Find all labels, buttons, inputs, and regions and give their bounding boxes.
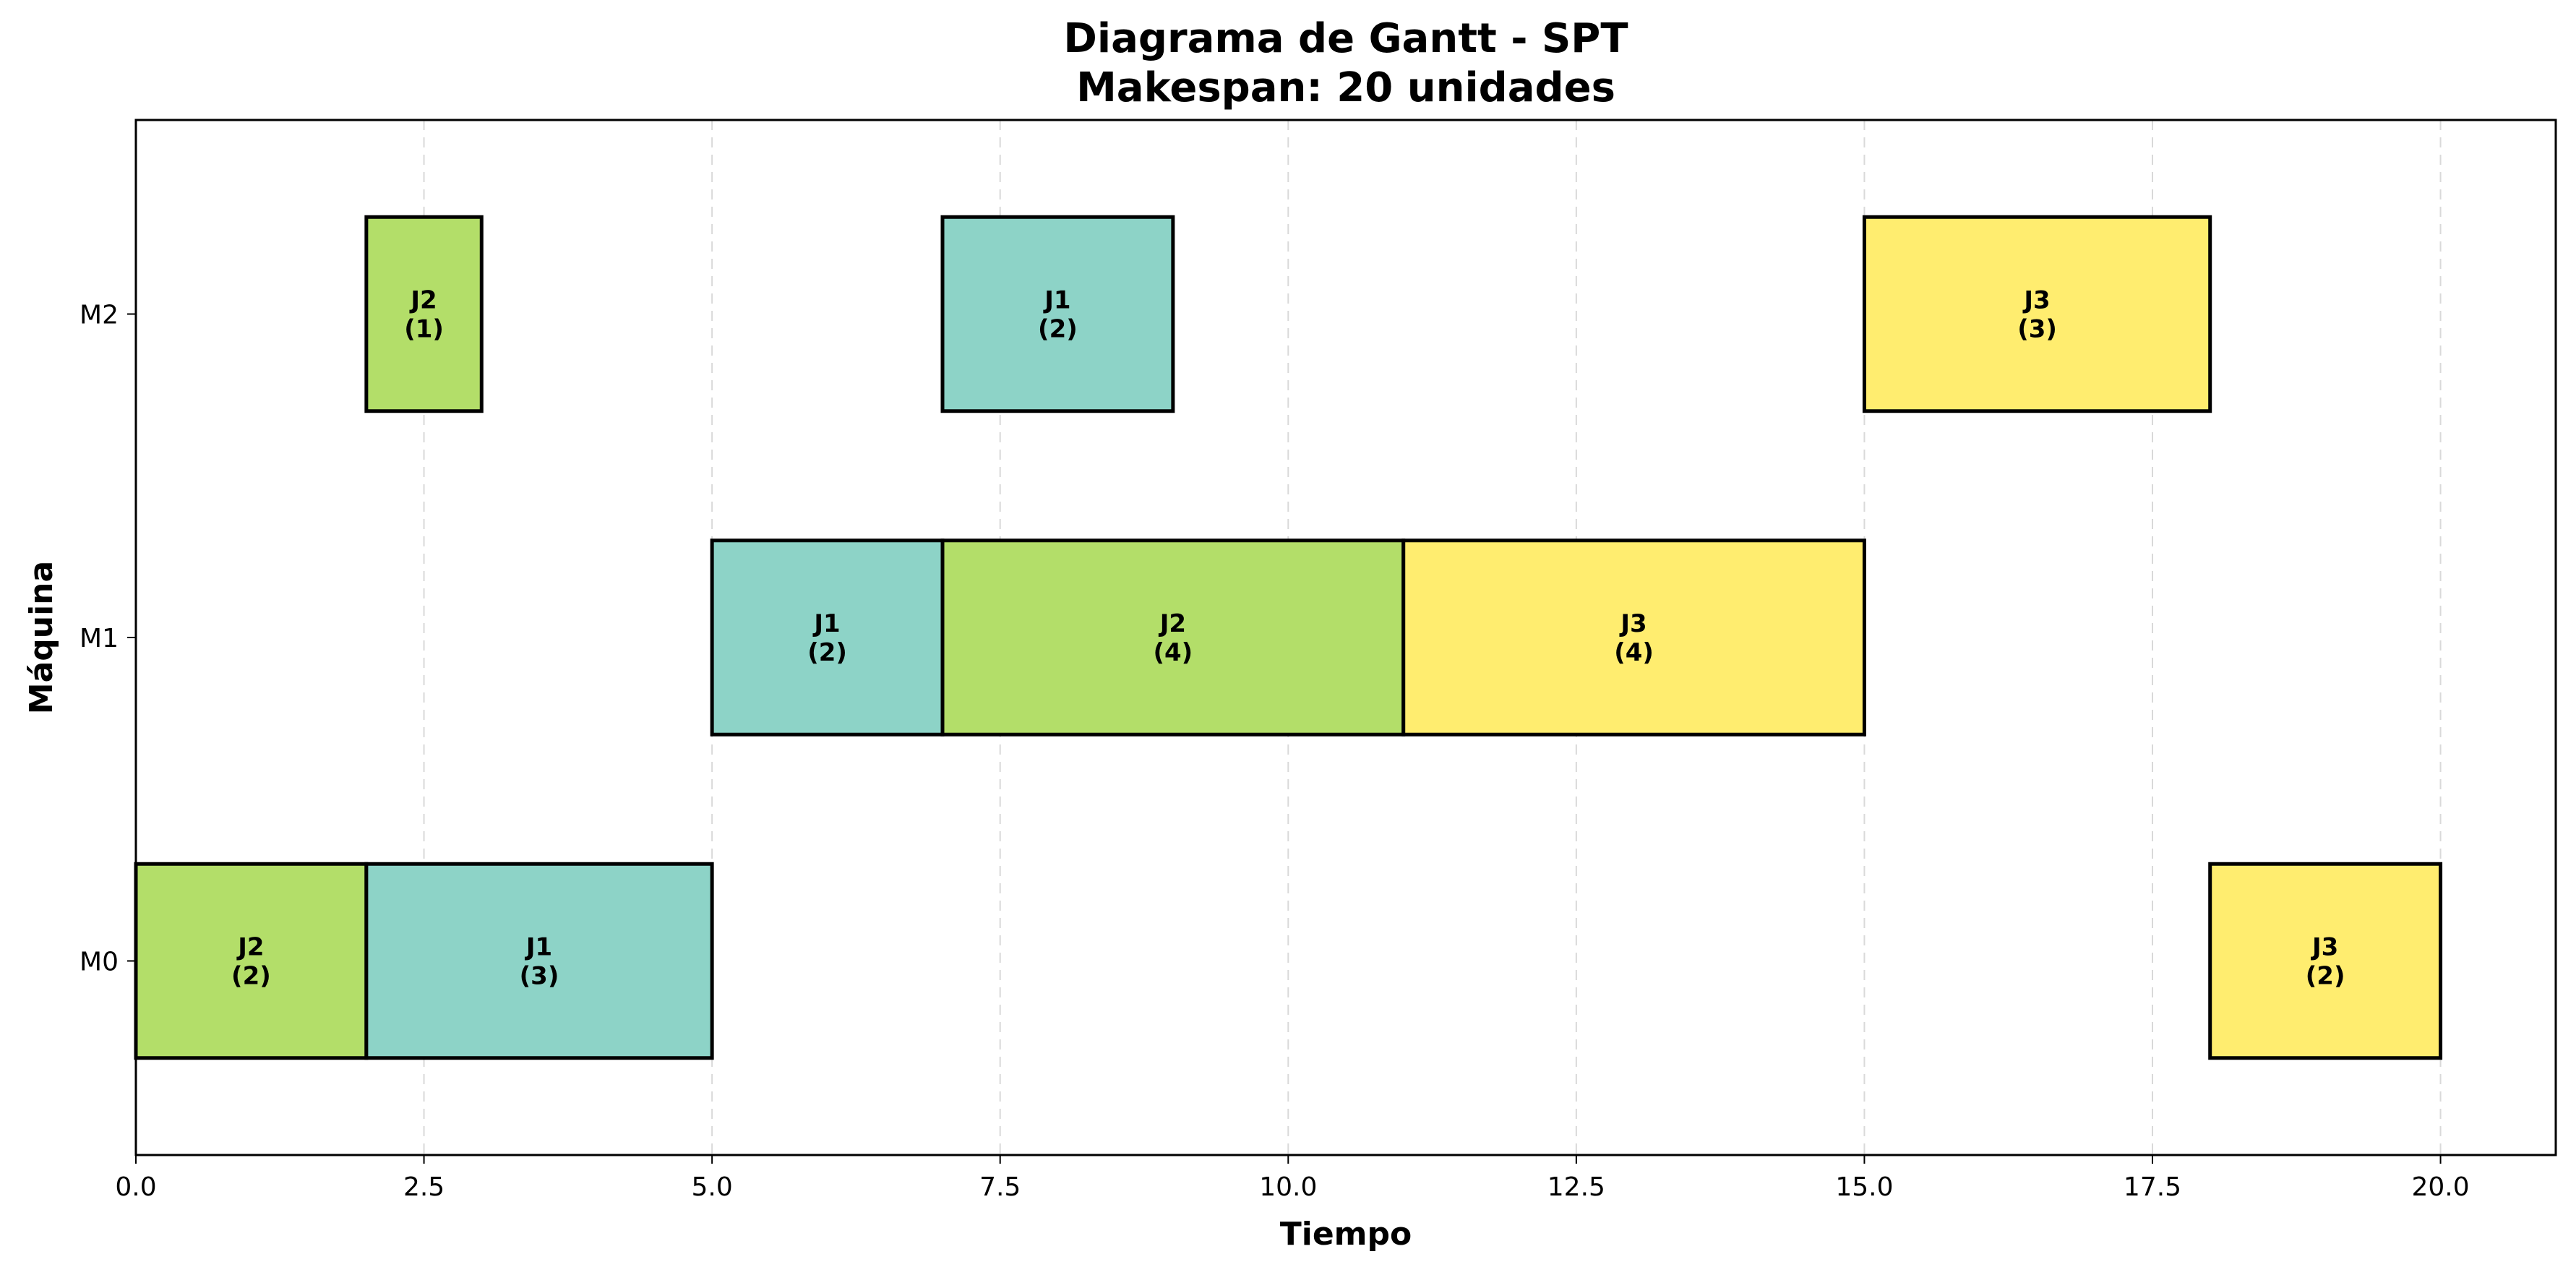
task-bar-group: J3(2)	[2208, 862, 2443, 1060]
task-bar-group: J2(4)	[940, 538, 1406, 737]
task-duration-label: (2)	[231, 962, 271, 991]
x-tick-label: 5.0	[692, 1172, 733, 1202]
task-duration-label: (2)	[2306, 962, 2345, 991]
x-axis-ticks: 0.0 2.5 5.0 7.5 10.0 12.5 15.0 17.5 20.0	[115, 1155, 2470, 1202]
task-bar-group: J2(1)	[364, 215, 484, 413]
task-bar-group: J1(2)	[710, 538, 945, 737]
y-axis-label: Máquina	[23, 561, 60, 714]
task-bar-group: J1(2)	[940, 215, 1175, 413]
task-duration-label: (2)	[807, 638, 847, 667]
task-bar	[134, 862, 369, 1060]
task-bar	[940, 215, 1175, 413]
task-bar	[364, 215, 484, 413]
x-tick-label: 2.5	[403, 1172, 445, 1202]
x-tick-label: 0.0	[115, 1172, 156, 1202]
x-tick-label: 10.0	[1259, 1172, 1317, 1202]
task-duration-label: (3)	[2017, 315, 2057, 344]
y-tick-label: M0	[80, 948, 119, 977]
task-job-label: J2	[1159, 609, 1186, 638]
x-tick-label: 20.0	[2411, 1172, 2469, 1202]
task-job-label: J1	[1043, 286, 1070, 315]
task-bar-group: J3(4)	[1401, 538, 1866, 737]
task-job-label: J2	[236, 933, 264, 962]
task-job-label: J2	[409, 286, 437, 315]
task-bar	[1862, 215, 2212, 413]
task-bar	[364, 862, 714, 1060]
x-tick-label: 12.5	[1547, 1172, 1605, 1202]
x-tick-label: 17.5	[2124, 1172, 2181, 1202]
task-bar	[1401, 538, 1866, 737]
task-job-label: J1	[812, 609, 840, 638]
task-job-label: J3	[1619, 609, 1647, 638]
chart-title-line1: Diagrama de Gantt - SPT	[1063, 15, 1628, 62]
task-duration-label: (4)	[1614, 638, 1654, 667]
task-bar-group: J2(2)	[134, 862, 369, 1060]
task-duration-label: (4)	[1153, 638, 1193, 667]
x-tick-label: 15.0	[1835, 1172, 1893, 1202]
task-bar-group: J1(3)	[364, 862, 714, 1060]
y-tick-label: M1	[80, 624, 119, 653]
chart-title-line2: Makespan: 20 unidades	[1076, 64, 1615, 111]
task-bar	[940, 538, 1406, 737]
x-axis-label: Tiempo	[1280, 1216, 1412, 1253]
task-bar	[2208, 862, 2443, 1060]
task-duration-label: (3)	[520, 962, 559, 991]
y-tick-label: M2	[80, 301, 119, 330]
task-bar-group: J3(3)	[1862, 215, 2212, 413]
task-job-label: J1	[525, 933, 552, 962]
task-bars: J2(2)J1(3)J3(2)J1(2)J2(4)J3(4)J2(1)J1(2)…	[134, 215, 2443, 1060]
y-axis-ticks: M0 M1 M2	[80, 301, 136, 977]
task-job-label: J3	[2022, 286, 2050, 315]
task-duration-label: (2)	[1038, 315, 1078, 344]
x-tick-label: 7.5	[979, 1172, 1021, 1202]
task-job-label: J3	[2311, 933, 2338, 962]
task-duration-label: (1)	[404, 315, 444, 344]
